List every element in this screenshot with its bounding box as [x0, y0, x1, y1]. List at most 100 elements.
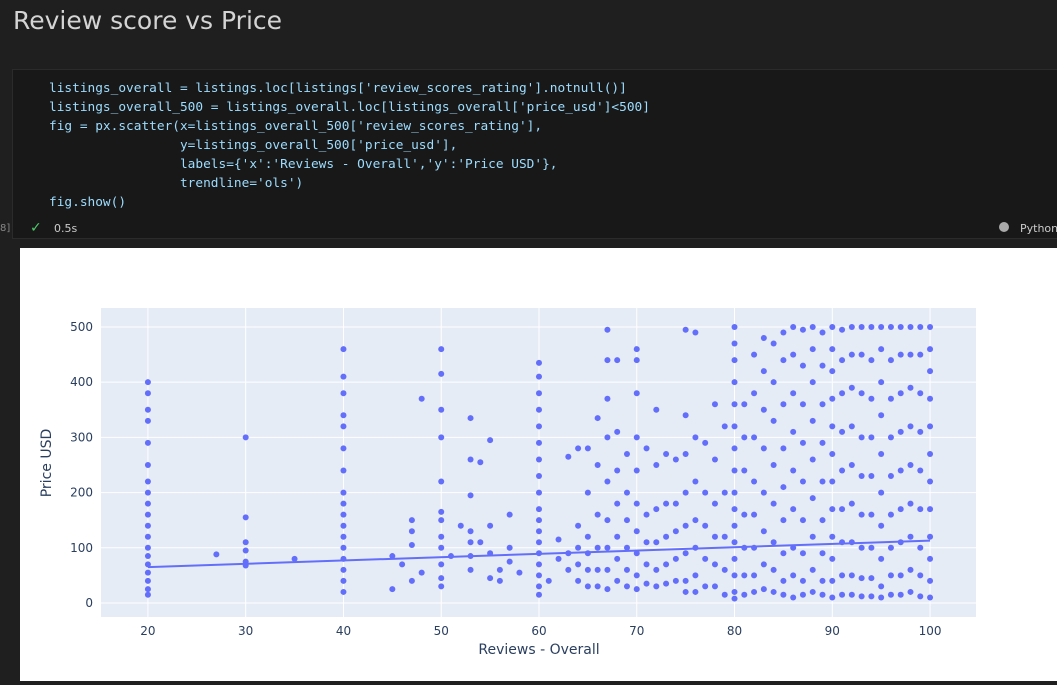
point	[242, 547, 249, 554]
point	[907, 461, 914, 468]
point	[927, 555, 934, 562]
point	[594, 415, 601, 422]
point	[897, 591, 904, 598]
point	[711, 456, 718, 463]
point	[682, 588, 689, 595]
point	[809, 566, 816, 573]
point	[555, 536, 562, 543]
point	[780, 329, 787, 336]
point	[506, 558, 513, 565]
point	[868, 323, 875, 330]
point	[438, 508, 445, 515]
point	[790, 594, 797, 601]
point	[144, 553, 151, 560]
point	[897, 506, 904, 513]
point	[144, 439, 151, 446]
point	[496, 566, 503, 573]
x-tick-label: 30	[238, 624, 253, 638]
point	[829, 423, 836, 430]
point	[868, 434, 875, 441]
point	[535, 473, 542, 480]
point	[653, 583, 660, 590]
point	[790, 390, 797, 397]
point	[780, 517, 787, 524]
point	[751, 588, 758, 595]
point	[604, 326, 611, 333]
point	[438, 370, 445, 377]
point	[653, 406, 660, 413]
point	[848, 351, 855, 358]
point	[614, 467, 621, 474]
point	[340, 467, 347, 474]
point	[575, 445, 582, 452]
point	[878, 323, 885, 330]
point	[144, 417, 151, 424]
point	[751, 478, 758, 485]
point	[711, 561, 718, 568]
point	[829, 533, 836, 540]
point	[692, 434, 699, 441]
point	[917, 506, 924, 513]
point	[829, 368, 836, 375]
point	[917, 323, 924, 330]
point	[829, 478, 836, 485]
point	[809, 417, 816, 424]
x-tick-label: 70	[629, 624, 644, 638]
point	[780, 577, 787, 584]
point	[907, 323, 914, 330]
point	[653, 566, 660, 573]
point	[731, 595, 738, 602]
point	[858, 390, 865, 397]
point	[848, 423, 855, 430]
point	[584, 445, 591, 452]
point	[506, 544, 513, 551]
point	[887, 323, 894, 330]
point	[477, 459, 484, 466]
point	[594, 566, 601, 573]
point	[242, 434, 249, 441]
point	[917, 351, 924, 358]
point	[535, 456, 542, 463]
point	[672, 555, 679, 562]
point	[614, 555, 621, 562]
point	[340, 390, 347, 397]
point	[887, 395, 894, 402]
point	[799, 478, 806, 485]
point	[897, 390, 904, 397]
point	[858, 544, 865, 551]
point	[878, 594, 885, 601]
point	[770, 566, 777, 573]
kernel-icon[interactable]	[999, 222, 1009, 232]
point	[144, 489, 151, 496]
point	[868, 395, 875, 402]
point	[144, 586, 151, 593]
code-line: listings_overall = listings.loc[listings…	[49, 81, 627, 96]
point	[633, 467, 640, 474]
point	[829, 577, 836, 584]
heading: Review score vs Price	[13, 6, 283, 35]
point	[438, 544, 445, 551]
point	[408, 528, 415, 535]
point	[711, 583, 718, 590]
language[interactable]: Python	[1020, 222, 1057, 235]
y-tick-label: 300	[70, 430, 93, 444]
point	[594, 583, 601, 590]
point	[839, 591, 846, 598]
point	[633, 434, 640, 441]
point	[741, 401, 748, 408]
point	[144, 500, 151, 507]
point	[858, 434, 865, 441]
point	[907, 423, 914, 430]
point	[418, 395, 425, 402]
point	[917, 544, 924, 551]
point	[399, 561, 406, 568]
point	[731, 379, 738, 386]
point	[144, 522, 151, 529]
code-cell[interactable]: listings_overall = listings.loc[listings…	[12, 69, 1057, 239]
point	[731, 522, 738, 529]
point	[780, 445, 787, 452]
point	[760, 489, 767, 496]
point	[643, 511, 650, 518]
point	[633, 346, 640, 353]
point	[799, 550, 806, 557]
